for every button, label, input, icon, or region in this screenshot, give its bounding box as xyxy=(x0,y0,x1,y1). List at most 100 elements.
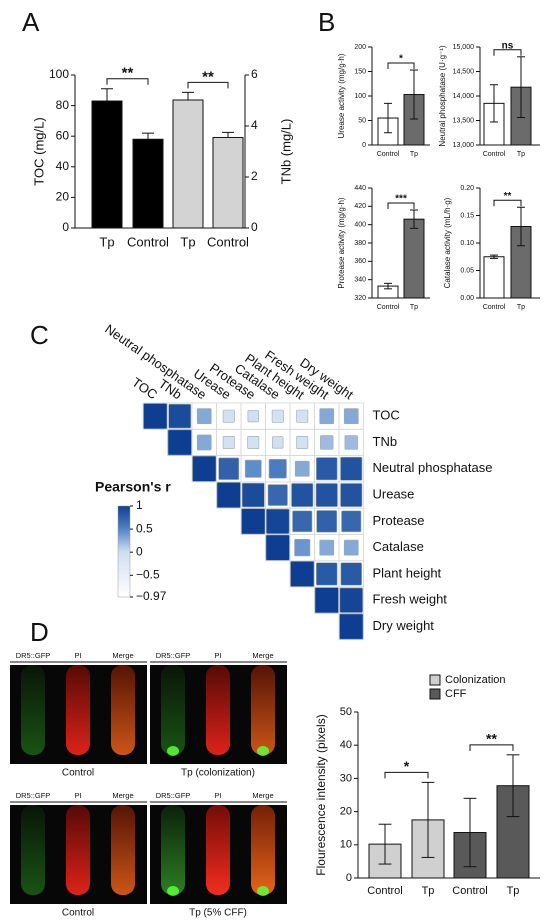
tick-label: 0 xyxy=(346,872,352,884)
y-axis-label: Catalase activity (mL/h·g) xyxy=(443,197,452,288)
y-axis-label: Protease activity (mg/g·h) xyxy=(337,197,346,288)
cell xyxy=(265,534,290,561)
cell xyxy=(272,436,284,449)
micrograph-caption: Tp (colonization) xyxy=(181,768,255,779)
channel-label: Merge xyxy=(252,651,273,660)
colorbar-tick-label: 1 xyxy=(136,498,143,512)
tick-label: 400 xyxy=(354,222,366,229)
significance-bracket xyxy=(187,81,229,89)
cell xyxy=(222,409,235,423)
root xyxy=(161,665,185,755)
x-tick-label: Tp xyxy=(180,234,195,249)
cell xyxy=(316,457,338,481)
bar xyxy=(172,99,204,229)
bar xyxy=(91,100,123,229)
tick-label: 60 xyxy=(56,128,70,142)
root xyxy=(111,805,135,895)
root-tip-signal xyxy=(167,886,179,896)
y-axis-label: TOC (mg/L) xyxy=(31,117,46,185)
tick-label: 13,500 xyxy=(453,117,475,124)
channel-label: PI xyxy=(74,651,81,660)
significance-label: ** xyxy=(486,731,497,747)
y2-axis-label: TNb (mg/L) xyxy=(278,119,293,185)
x-tick-label: Control xyxy=(207,234,249,249)
x-tick-label: Tp xyxy=(517,151,525,158)
tick-label: 20 xyxy=(56,190,70,204)
significance-bracket xyxy=(387,202,415,209)
channel-label: PI xyxy=(214,651,221,660)
cell xyxy=(314,587,339,614)
tick-label: 360 xyxy=(354,258,366,265)
tick-label: 0.10 xyxy=(460,240,474,247)
tick-label: 40 xyxy=(340,739,352,751)
cell xyxy=(292,510,313,533)
cell xyxy=(290,560,315,587)
root xyxy=(21,805,45,895)
tick-label: 6 xyxy=(251,67,258,81)
cell xyxy=(192,455,217,482)
significance-bracket xyxy=(493,49,522,56)
cell xyxy=(247,410,259,423)
colorbar-tick-label: 0 xyxy=(136,544,143,558)
cell xyxy=(241,482,265,508)
legend-swatch xyxy=(429,674,441,686)
tick-label: 40 xyxy=(56,159,70,173)
legend-label: Colonization xyxy=(445,674,506,686)
colorbar-title: Pearson's r xyxy=(95,479,171,495)
root xyxy=(206,665,230,755)
row-label: Urease xyxy=(373,486,415,501)
tick-label: 50 xyxy=(358,117,366,124)
cell xyxy=(316,562,338,586)
tick-label: 320 xyxy=(354,295,366,302)
cell xyxy=(167,429,192,456)
x-tick-label: Control xyxy=(127,234,169,249)
colorbar xyxy=(117,505,131,598)
row-label: Fresh weight xyxy=(373,592,448,607)
channel-label: Merge xyxy=(252,791,273,800)
panel-label: B xyxy=(318,7,335,37)
row-label: Dry weight xyxy=(373,618,435,633)
bar xyxy=(132,138,164,229)
cell xyxy=(316,510,338,533)
tick-label: 150 xyxy=(354,68,366,75)
cell xyxy=(320,435,334,450)
colorbar-tick-label: 0.5 xyxy=(136,521,153,535)
x-tick-label: Tp xyxy=(517,304,525,311)
root-tip-signal xyxy=(257,886,269,896)
colorbar-tick-label: −0.5 xyxy=(136,567,160,581)
tick-label: 14,000 xyxy=(453,93,475,100)
x-tick-label: Control xyxy=(377,151,400,158)
panel-label: C xyxy=(30,320,49,350)
tick-label: 15,000 xyxy=(453,44,475,51)
cell xyxy=(294,460,310,477)
panel-label: A xyxy=(22,7,40,37)
root-tip-signal xyxy=(257,746,269,756)
significance-bracket xyxy=(469,744,514,751)
cell xyxy=(296,409,309,423)
cell xyxy=(296,436,309,449)
tick-label: 0.05 xyxy=(460,267,474,274)
row-label: TOC xyxy=(373,408,400,423)
tick-label: 340 xyxy=(354,277,366,284)
tick-label: 0 xyxy=(362,142,366,149)
root xyxy=(66,665,90,755)
root xyxy=(251,665,275,755)
tick-label: 30 xyxy=(340,772,352,784)
column-label: TOC xyxy=(129,374,160,402)
cell xyxy=(271,409,284,423)
cell xyxy=(218,457,240,480)
significance-bracket xyxy=(106,78,149,85)
tick-label: 0.15 xyxy=(460,212,474,219)
tick-label: 0 xyxy=(62,220,69,234)
x-tick-label: Control xyxy=(377,304,400,311)
tick-label: 420 xyxy=(354,203,366,210)
cell xyxy=(340,562,362,586)
legend-swatch xyxy=(429,688,441,700)
cell xyxy=(319,539,335,556)
cell xyxy=(315,483,338,507)
tick-label: 4 xyxy=(251,118,258,132)
significance-label: * xyxy=(404,758,410,774)
root-tip-signal xyxy=(167,746,179,756)
x-tick-label: Control xyxy=(483,151,506,158)
